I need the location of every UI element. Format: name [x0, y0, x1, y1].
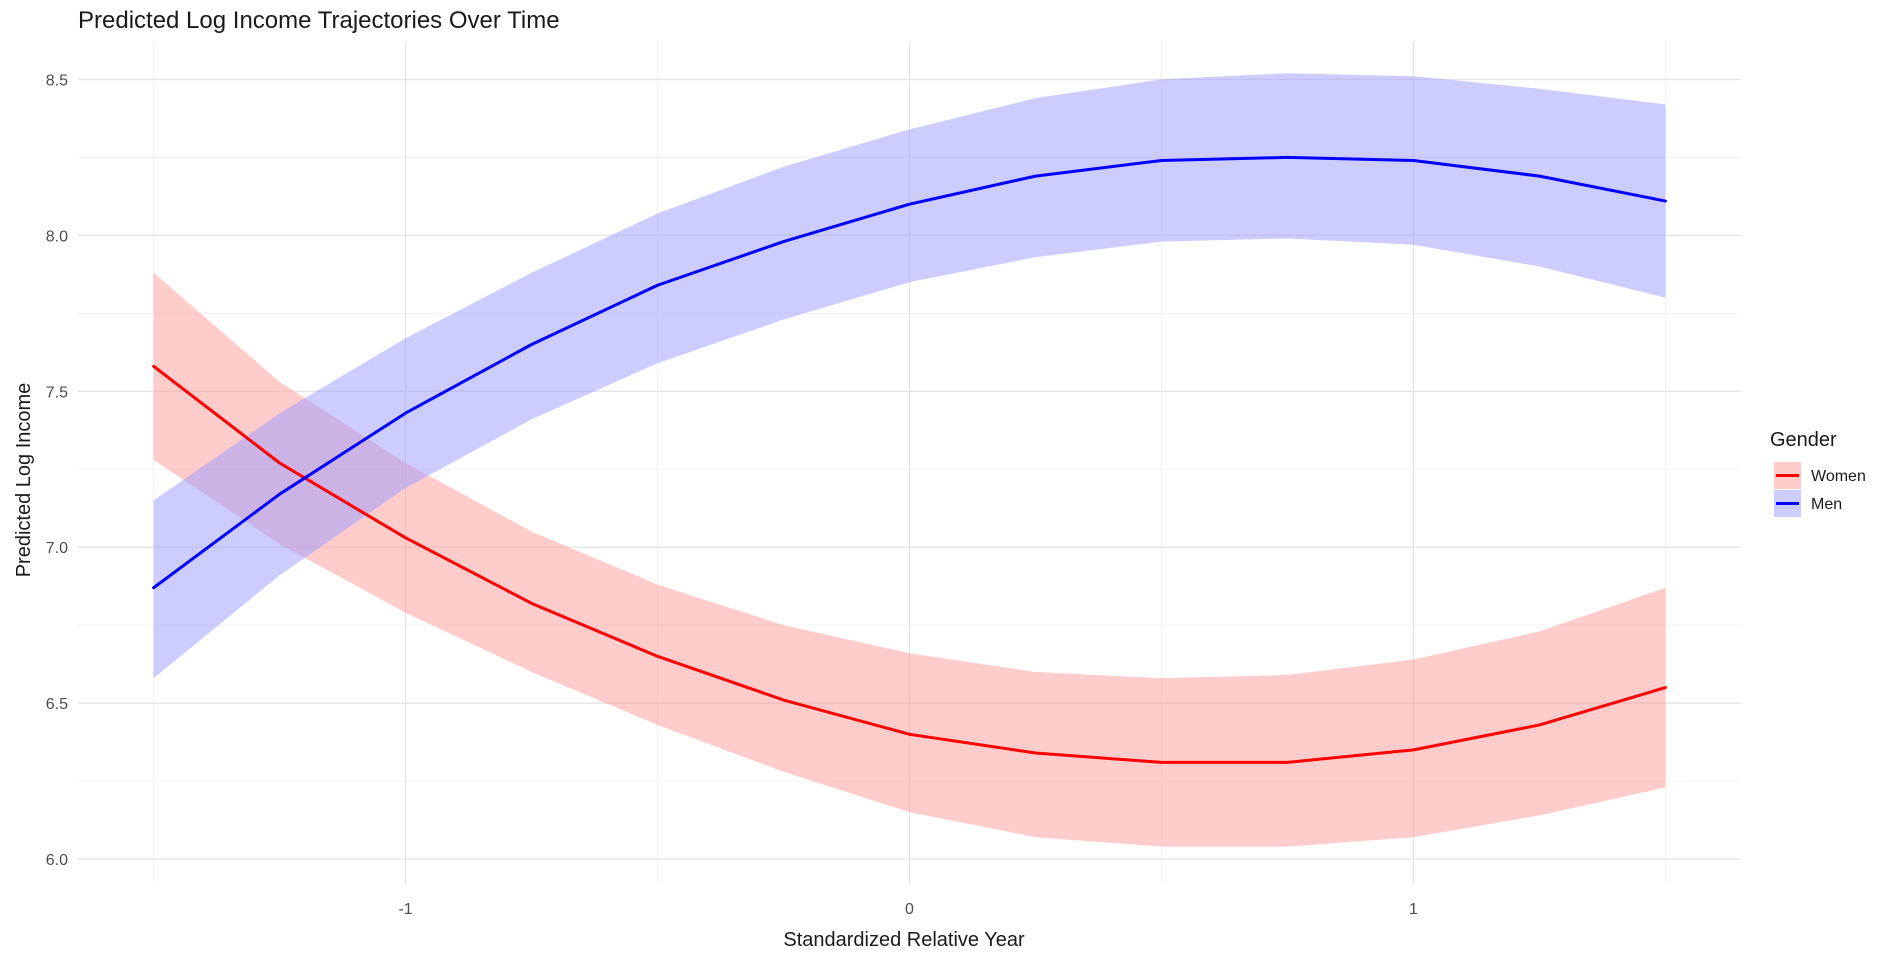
chart-title: Predicted Log Income Trajectories Over T… [78, 7, 560, 34]
legend-women-label: Women [1811, 468, 1866, 485]
bands-layer [153, 73, 1666, 847]
y-tick-label-4: 8.0 [46, 228, 68, 245]
lines-layer [152, 155, 1667, 764]
y-tick-label-1: 6.5 [46, 696, 68, 713]
legend-men-label: Men [1811, 496, 1842, 513]
y-tick-label-0: 6.0 [46, 852, 68, 869]
women-confidence-band [153, 272, 1666, 847]
men-line [152, 155, 1667, 590]
x-tick-label-2: 1 [1409, 901, 1418, 918]
legend-items: Women Men [1774, 462, 1866, 517]
women-line [152, 364, 1667, 764]
y-tick-label-3: 7.5 [46, 384, 68, 401]
ticks-layer: -1 0 1 6.0 6.5 7.0 7.5 8.0 8.5 [46, 72, 1418, 918]
men-confidence-band [153, 73, 1666, 679]
x-tick-label-1: 0 [905, 901, 914, 918]
legend: Gender Women Men [1770, 429, 1866, 517]
y-tick-label-5: 8.5 [46, 72, 68, 89]
y-axis-title: Predicted Log Income [13, 383, 35, 578]
x-axis-title: Standardized Relative Year [783, 929, 1025, 951]
x-tick-label-0: -1 [398, 901, 412, 918]
legend-title: Gender [1770, 429, 1837, 451]
y-tick-label-2: 7.0 [46, 540, 68, 557]
